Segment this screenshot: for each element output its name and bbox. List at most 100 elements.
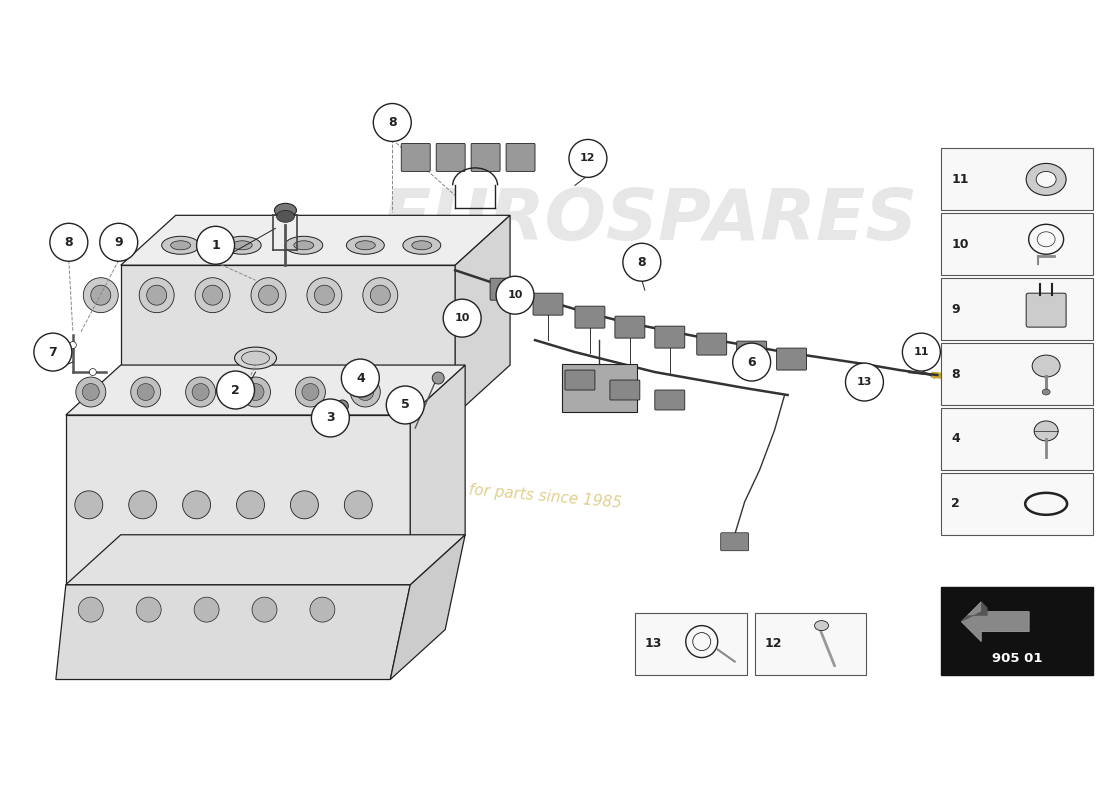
Ellipse shape <box>89 369 97 375</box>
Polygon shape <box>66 534 465 585</box>
FancyBboxPatch shape <box>506 143 535 171</box>
Text: 905 01: 905 01 <box>992 651 1043 665</box>
Circle shape <box>100 223 138 262</box>
Ellipse shape <box>69 342 76 349</box>
Text: 10: 10 <box>454 313 470 323</box>
FancyBboxPatch shape <box>635 613 747 674</box>
Ellipse shape <box>685 626 717 658</box>
Text: 1: 1 <box>211 238 220 252</box>
FancyBboxPatch shape <box>491 278 520 300</box>
Text: 12: 12 <box>580 154 596 163</box>
FancyBboxPatch shape <box>437 143 465 171</box>
Ellipse shape <box>76 377 106 407</box>
Ellipse shape <box>91 285 111 305</box>
Ellipse shape <box>78 597 103 622</box>
Ellipse shape <box>195 278 230 313</box>
Ellipse shape <box>1026 163 1066 195</box>
Ellipse shape <box>183 491 210 518</box>
Circle shape <box>443 299 481 337</box>
FancyBboxPatch shape <box>942 278 1093 340</box>
Ellipse shape <box>294 241 313 250</box>
Ellipse shape <box>275 203 296 218</box>
Ellipse shape <box>1042 389 1050 395</box>
Ellipse shape <box>310 597 334 622</box>
Text: 12: 12 <box>764 637 782 650</box>
Ellipse shape <box>75 491 102 518</box>
Ellipse shape <box>194 597 219 622</box>
FancyBboxPatch shape <box>609 380 640 400</box>
Ellipse shape <box>350 377 381 407</box>
Text: 4: 4 <box>356 371 365 385</box>
FancyBboxPatch shape <box>654 326 685 348</box>
Ellipse shape <box>138 383 154 401</box>
Circle shape <box>217 371 254 409</box>
Circle shape <box>623 243 661 282</box>
Text: 2: 2 <box>231 383 240 397</box>
Text: 8: 8 <box>388 116 397 129</box>
Text: 4: 4 <box>952 433 960 446</box>
Ellipse shape <box>129 491 156 518</box>
Ellipse shape <box>170 241 190 250</box>
FancyBboxPatch shape <box>942 149 1093 210</box>
Circle shape <box>902 333 940 371</box>
Ellipse shape <box>290 491 318 518</box>
Ellipse shape <box>192 383 209 401</box>
Ellipse shape <box>251 278 286 313</box>
Ellipse shape <box>276 210 295 222</box>
Polygon shape <box>66 415 410 585</box>
Circle shape <box>846 363 883 401</box>
Ellipse shape <box>814 621 828 630</box>
Text: 3: 3 <box>326 411 334 425</box>
Text: 13: 13 <box>857 377 872 387</box>
Text: 9: 9 <box>952 302 960 316</box>
Text: a part for parts since 1985: a part for parts since 1985 <box>418 478 623 511</box>
Polygon shape <box>121 215 510 266</box>
Ellipse shape <box>371 285 390 305</box>
Polygon shape <box>56 585 410 679</box>
Ellipse shape <box>1036 171 1056 187</box>
Ellipse shape <box>356 383 374 401</box>
Text: 7: 7 <box>48 346 57 358</box>
Circle shape <box>341 359 380 397</box>
Polygon shape <box>961 602 1030 642</box>
Ellipse shape <box>355 241 375 250</box>
FancyBboxPatch shape <box>565 370 595 390</box>
Polygon shape <box>410 365 465 585</box>
Ellipse shape <box>241 377 271 407</box>
FancyBboxPatch shape <box>534 293 563 315</box>
Ellipse shape <box>346 236 384 254</box>
Ellipse shape <box>1032 355 1060 377</box>
Ellipse shape <box>84 278 119 313</box>
Ellipse shape <box>202 285 222 305</box>
Text: 13: 13 <box>645 637 662 650</box>
Ellipse shape <box>344 491 372 518</box>
FancyBboxPatch shape <box>737 341 767 363</box>
Ellipse shape <box>1037 232 1055 246</box>
Text: 8: 8 <box>952 367 960 381</box>
FancyBboxPatch shape <box>942 408 1093 470</box>
FancyBboxPatch shape <box>942 586 1093 674</box>
Ellipse shape <box>315 285 334 305</box>
Ellipse shape <box>252 597 277 622</box>
FancyBboxPatch shape <box>575 306 605 328</box>
Ellipse shape <box>232 241 252 250</box>
Ellipse shape <box>363 278 398 313</box>
Ellipse shape <box>432 372 444 384</box>
Circle shape <box>569 139 607 178</box>
Text: EUROSPARES: EUROSPARES <box>382 186 918 255</box>
FancyBboxPatch shape <box>942 473 1093 534</box>
FancyBboxPatch shape <box>562 364 637 412</box>
Circle shape <box>733 343 771 381</box>
Ellipse shape <box>82 383 99 401</box>
FancyBboxPatch shape <box>471 143 501 171</box>
Circle shape <box>496 276 534 314</box>
FancyBboxPatch shape <box>942 214 1093 275</box>
Text: 8: 8 <box>65 236 73 249</box>
Ellipse shape <box>307 278 342 313</box>
Text: 6: 6 <box>747 355 756 369</box>
Polygon shape <box>121 266 455 415</box>
FancyBboxPatch shape <box>402 143 430 171</box>
Ellipse shape <box>248 383 264 401</box>
Circle shape <box>50 223 88 262</box>
Ellipse shape <box>236 491 264 518</box>
